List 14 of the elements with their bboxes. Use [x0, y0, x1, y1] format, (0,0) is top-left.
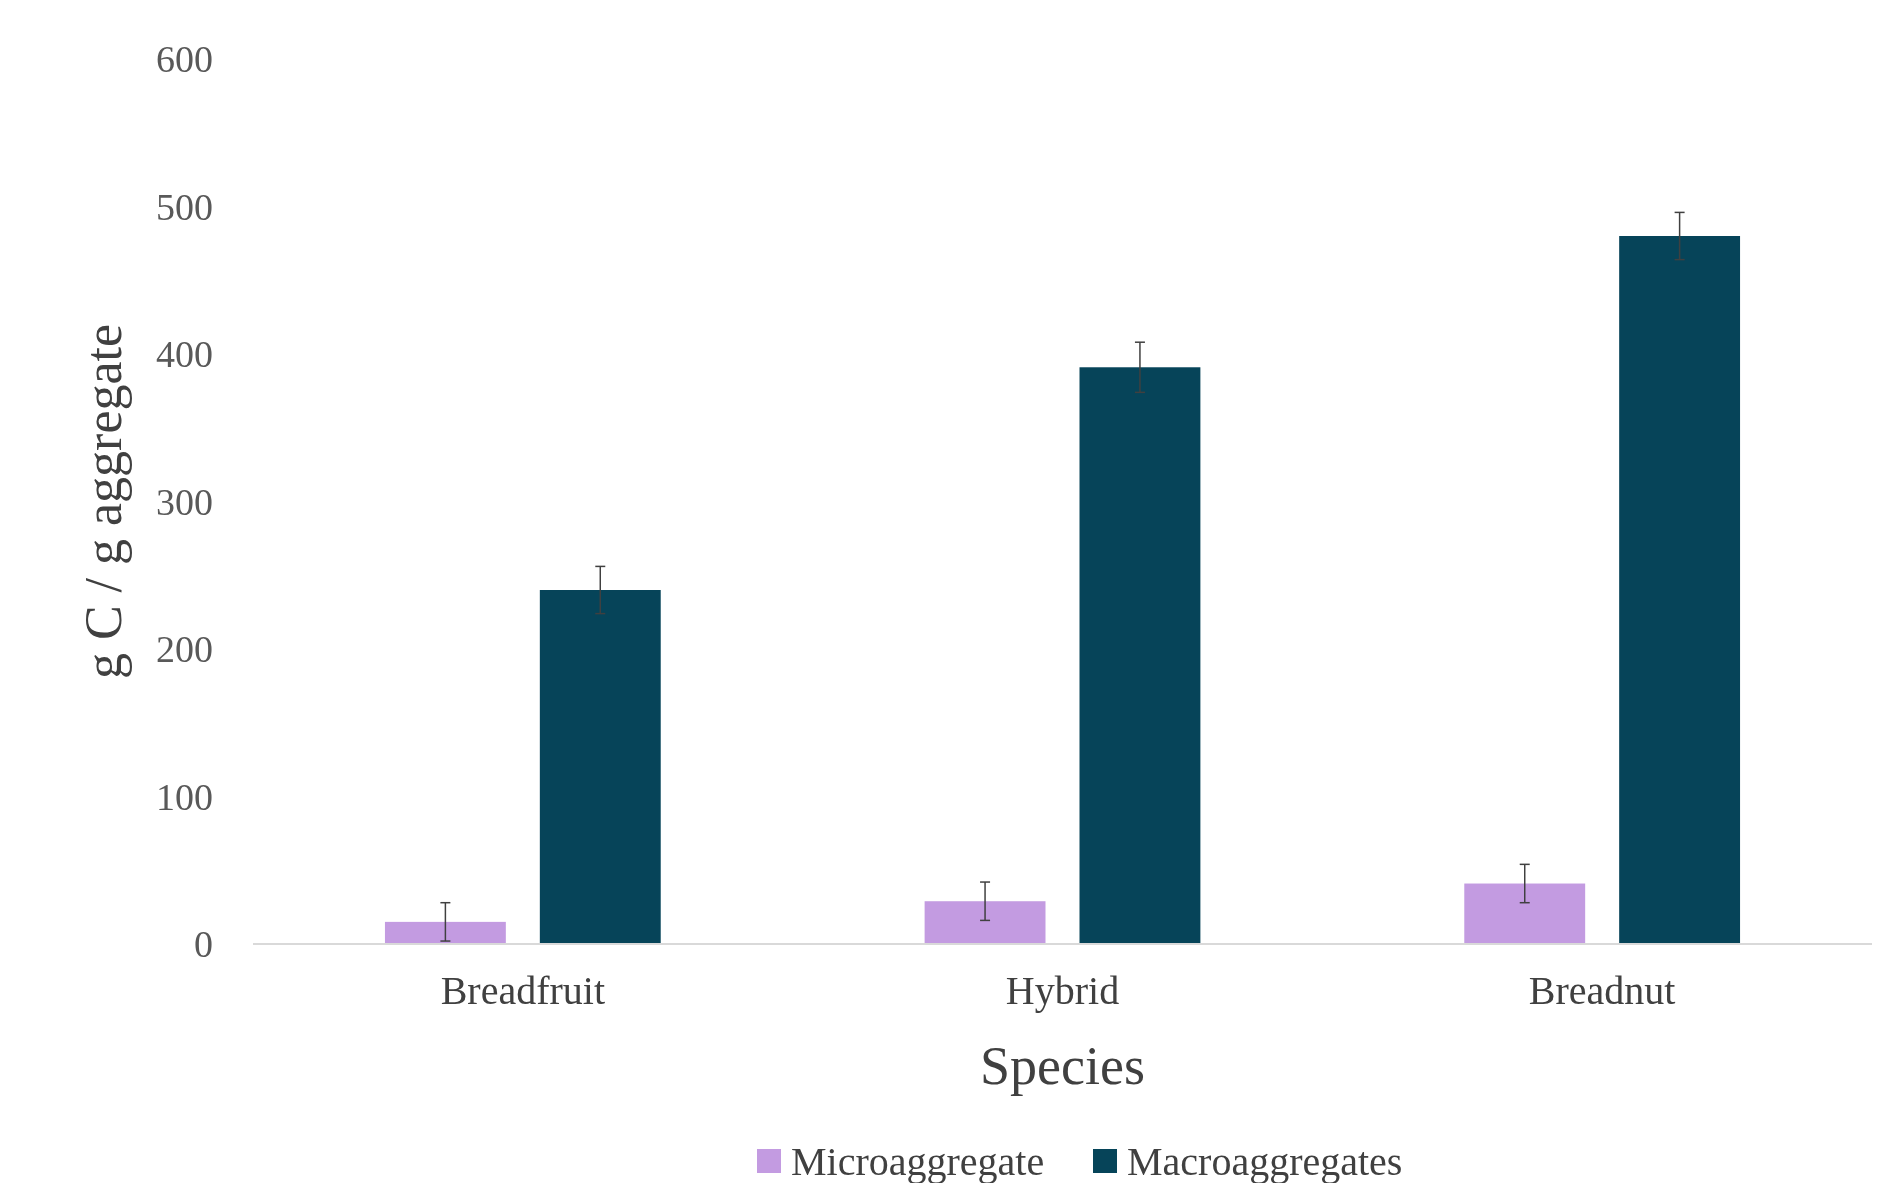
x-tick-label: Breadfruit [440, 968, 606, 1013]
y-tick-label: 0 [194, 923, 213, 966]
y-tick-label: 600 [156, 38, 213, 81]
x-tick-label: Hybrid [1005, 968, 1120, 1013]
legend-label: Macroaggregates [1127, 1139, 1403, 1184]
y-tick-label: 500 [156, 185, 213, 228]
y-tick-label: 100 [156, 775, 213, 818]
legend-label: Microaggregate [791, 1139, 1045, 1184]
y-tick-label: 400 [156, 333, 213, 376]
y-tick-label: 300 [156, 480, 213, 523]
x-axis-title: Species [980, 1036, 1145, 1096]
y-axis-title: g C / g aggregate [75, 323, 132, 680]
x-tick-label: Breadnut [1528, 968, 1676, 1013]
y-tick-label: 200 [156, 628, 213, 671]
